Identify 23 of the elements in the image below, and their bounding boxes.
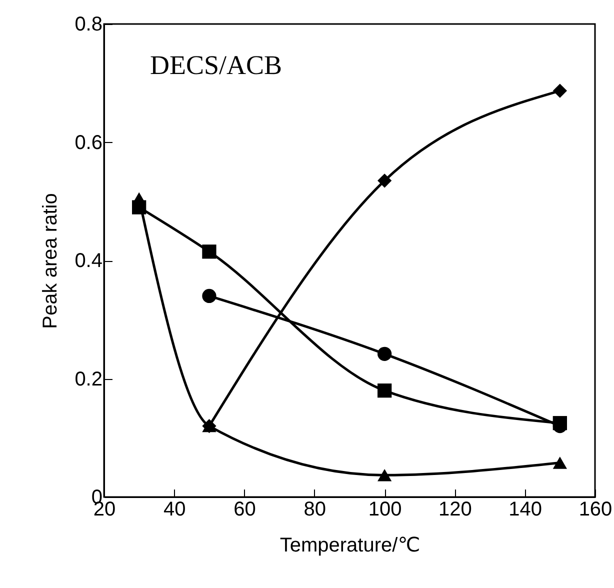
y-tick-label: 0.2 — [74, 368, 102, 390]
point — [132, 192, 146, 205]
x-tick-label: 40 — [164, 498, 186, 520]
y-axis-title: Peak area ratio — [40, 193, 62, 329]
point — [552, 456, 567, 469]
point — [202, 288, 216, 304]
x-tick-label: 60 — [234, 498, 256, 520]
x-tick-label: 80 — [304, 498, 326, 520]
point — [552, 84, 567, 98]
point — [202, 244, 216, 259]
y-tick-label: 0.4 — [74, 250, 102, 272]
x-tick-label: 160 — [578, 498, 612, 520]
x-tick-label: 100 — [368, 498, 402, 520]
point — [378, 174, 392, 188]
y-tick-label: 0.6 — [74, 132, 102, 154]
x-axis-title: Temperature/℃ — [280, 534, 420, 556]
point — [378, 384, 392, 398]
point — [378, 346, 392, 361]
point — [378, 469, 392, 482]
x-tick-label: 140 — [508, 498, 542, 520]
annotation: DECS/ACB — [150, 50, 282, 80]
y-tick-label: 0.8 — [74, 14, 102, 36]
x-tick-label: 120 — [438, 498, 472, 520]
